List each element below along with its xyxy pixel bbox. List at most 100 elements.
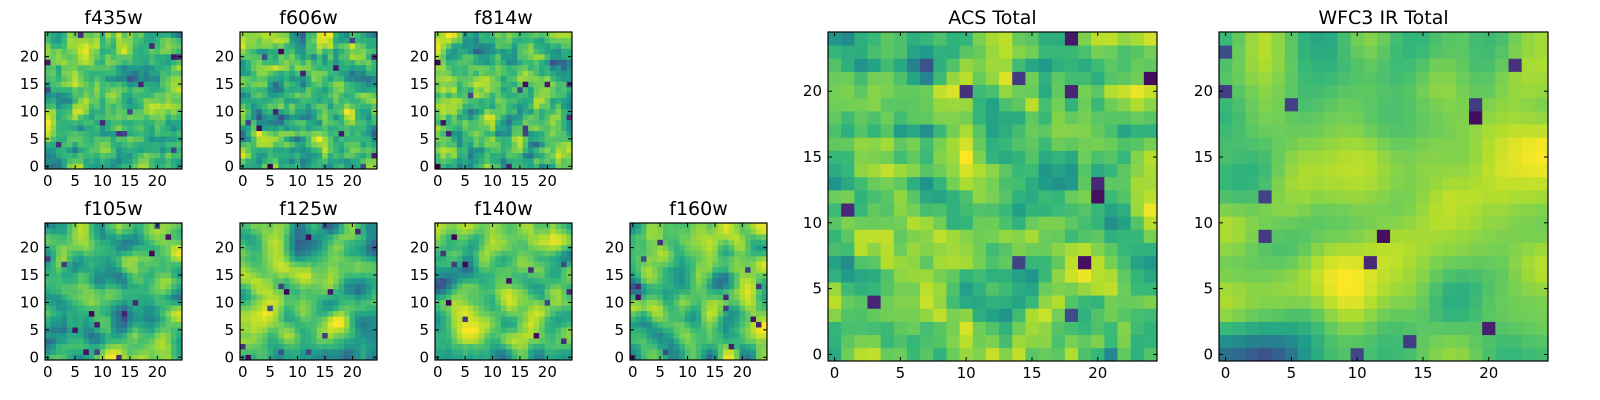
heatmap-cell (171, 299, 177, 306)
heatmap-cell (311, 59, 318, 66)
heatmap-cell (462, 261, 469, 268)
x-tick-label: 15 (315, 363, 334, 381)
heatmap-cell (360, 316, 367, 323)
heatmap-cell (723, 283, 730, 290)
heatmap-cell (371, 332, 378, 339)
heatmap-cell (706, 228, 713, 235)
heatmap-cell (160, 59, 166, 66)
heatmap-cell (360, 64, 367, 71)
heatmap-cell (566, 86, 573, 93)
heatmap-cell (1143, 334, 1158, 349)
heatmap-cell (250, 266, 257, 273)
heatmap-cell (94, 250, 101, 257)
heatmap-cell (278, 158, 285, 164)
heatmap-cell (366, 266, 372, 273)
heatmap-cell (256, 239, 263, 246)
heatmap-cell (761, 288, 768, 295)
heatmap-cell (511, 277, 518, 284)
heatmap-cell (756, 255, 762, 262)
heatmap-cell (110, 152, 117, 159)
heatmap-cell (999, 334, 1013, 349)
heatmap-cell (349, 125, 356, 132)
heatmap-cell (344, 223, 350, 229)
heatmap-cell (750, 288, 757, 295)
heatmap-cell (489, 152, 496, 159)
heatmap-cell (99, 119, 106, 126)
y-tick-label: 20 (215, 239, 234, 257)
heatmap-cell (550, 86, 556, 93)
x-tick-label: 5 (265, 363, 275, 381)
heatmap-cell (506, 92, 513, 99)
heatmap-cell (371, 321, 378, 328)
heatmap-cell (88, 163, 95, 170)
axes-frame (434, 31, 573, 170)
heatmap-cell (999, 203, 1013, 217)
heatmap-cell (283, 81, 290, 88)
heatmap-cell (566, 114, 573, 121)
x-tick-label: 0 (238, 363, 248, 381)
heatmap-cell (77, 244, 84, 251)
heatmap-cell (355, 81, 361, 88)
heatmap-cell (316, 114, 323, 121)
heatmap-cell (338, 64, 345, 71)
heatmap-cell (132, 163, 139, 170)
heatmap-cell (456, 343, 463, 350)
heatmap-cell (695, 321, 702, 328)
heatmap-cell (539, 64, 545, 71)
heatmap-cell (349, 103, 356, 110)
heatmap-cell (985, 163, 1000, 178)
heatmap-cell (272, 152, 279, 159)
heatmap-cell (154, 299, 161, 306)
heatmap-cell (1025, 334, 1039, 349)
heatmap-cell (132, 152, 139, 159)
heatmap-cell (972, 216, 987, 230)
heatmap-cell (143, 114, 150, 121)
heatmap-cell (473, 321, 480, 328)
heatmap-cell (555, 321, 562, 328)
heatmap-cell (300, 277, 307, 284)
heatmap-cell (267, 233, 274, 240)
heatmap-cell (327, 48, 334, 55)
heatmap-cell (160, 354, 166, 361)
heatmap-cell (445, 239, 452, 246)
heatmap-cell (445, 64, 452, 71)
heatmap-cell (316, 147, 323, 153)
heatmap-cell (561, 114, 567, 121)
heatmap-cell (278, 119, 285, 126)
heatmap-cell (110, 141, 117, 148)
heatmap-cell (132, 228, 139, 235)
heatmap-cell (739, 299, 746, 306)
heatmap-cell (316, 70, 323, 77)
heatmap-cell (283, 64, 290, 71)
heatmap-cell (528, 147, 535, 153)
heatmap-cell (555, 163, 562, 170)
heatmap-cell (435, 343, 441, 350)
heatmap-cell (528, 338, 535, 344)
heatmap-cell (366, 250, 372, 257)
heatmap-cell (250, 294, 257, 301)
heatmap-cell (533, 305, 540, 312)
heatmap-cell (745, 349, 751, 355)
heatmap-cell (467, 338, 474, 344)
heatmap-cell (522, 349, 529, 355)
heatmap-cell (283, 125, 290, 132)
heatmap-cell (1025, 203, 1039, 217)
heatmap-cell (322, 349, 329, 355)
heatmap-cell (338, 266, 345, 273)
heatmap-cell (327, 86, 334, 93)
heatmap-cell (555, 272, 562, 279)
heatmap-cell (110, 81, 117, 88)
heatmap-cell (316, 53, 323, 60)
heatmap-cell (171, 244, 177, 251)
heatmap-cell (550, 321, 556, 328)
heatmap-cell (500, 163, 507, 170)
heatmap-cell (322, 244, 329, 251)
heatmap-cell (500, 310, 507, 317)
heatmap-cell (127, 97, 134, 104)
heatmap-cell (360, 152, 367, 159)
heatmap-cell (673, 321, 680, 328)
heatmap-cell (256, 250, 263, 257)
heatmap-cell (250, 244, 257, 251)
heatmap-cell (451, 277, 458, 284)
heatmap-cell (149, 261, 155, 268)
